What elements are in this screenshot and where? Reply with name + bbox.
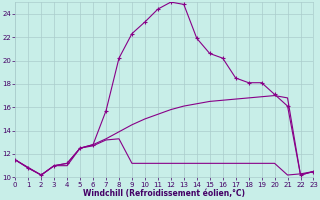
X-axis label: Windchill (Refroidissement éolien,°C): Windchill (Refroidissement éolien,°C) [84, 189, 245, 198]
